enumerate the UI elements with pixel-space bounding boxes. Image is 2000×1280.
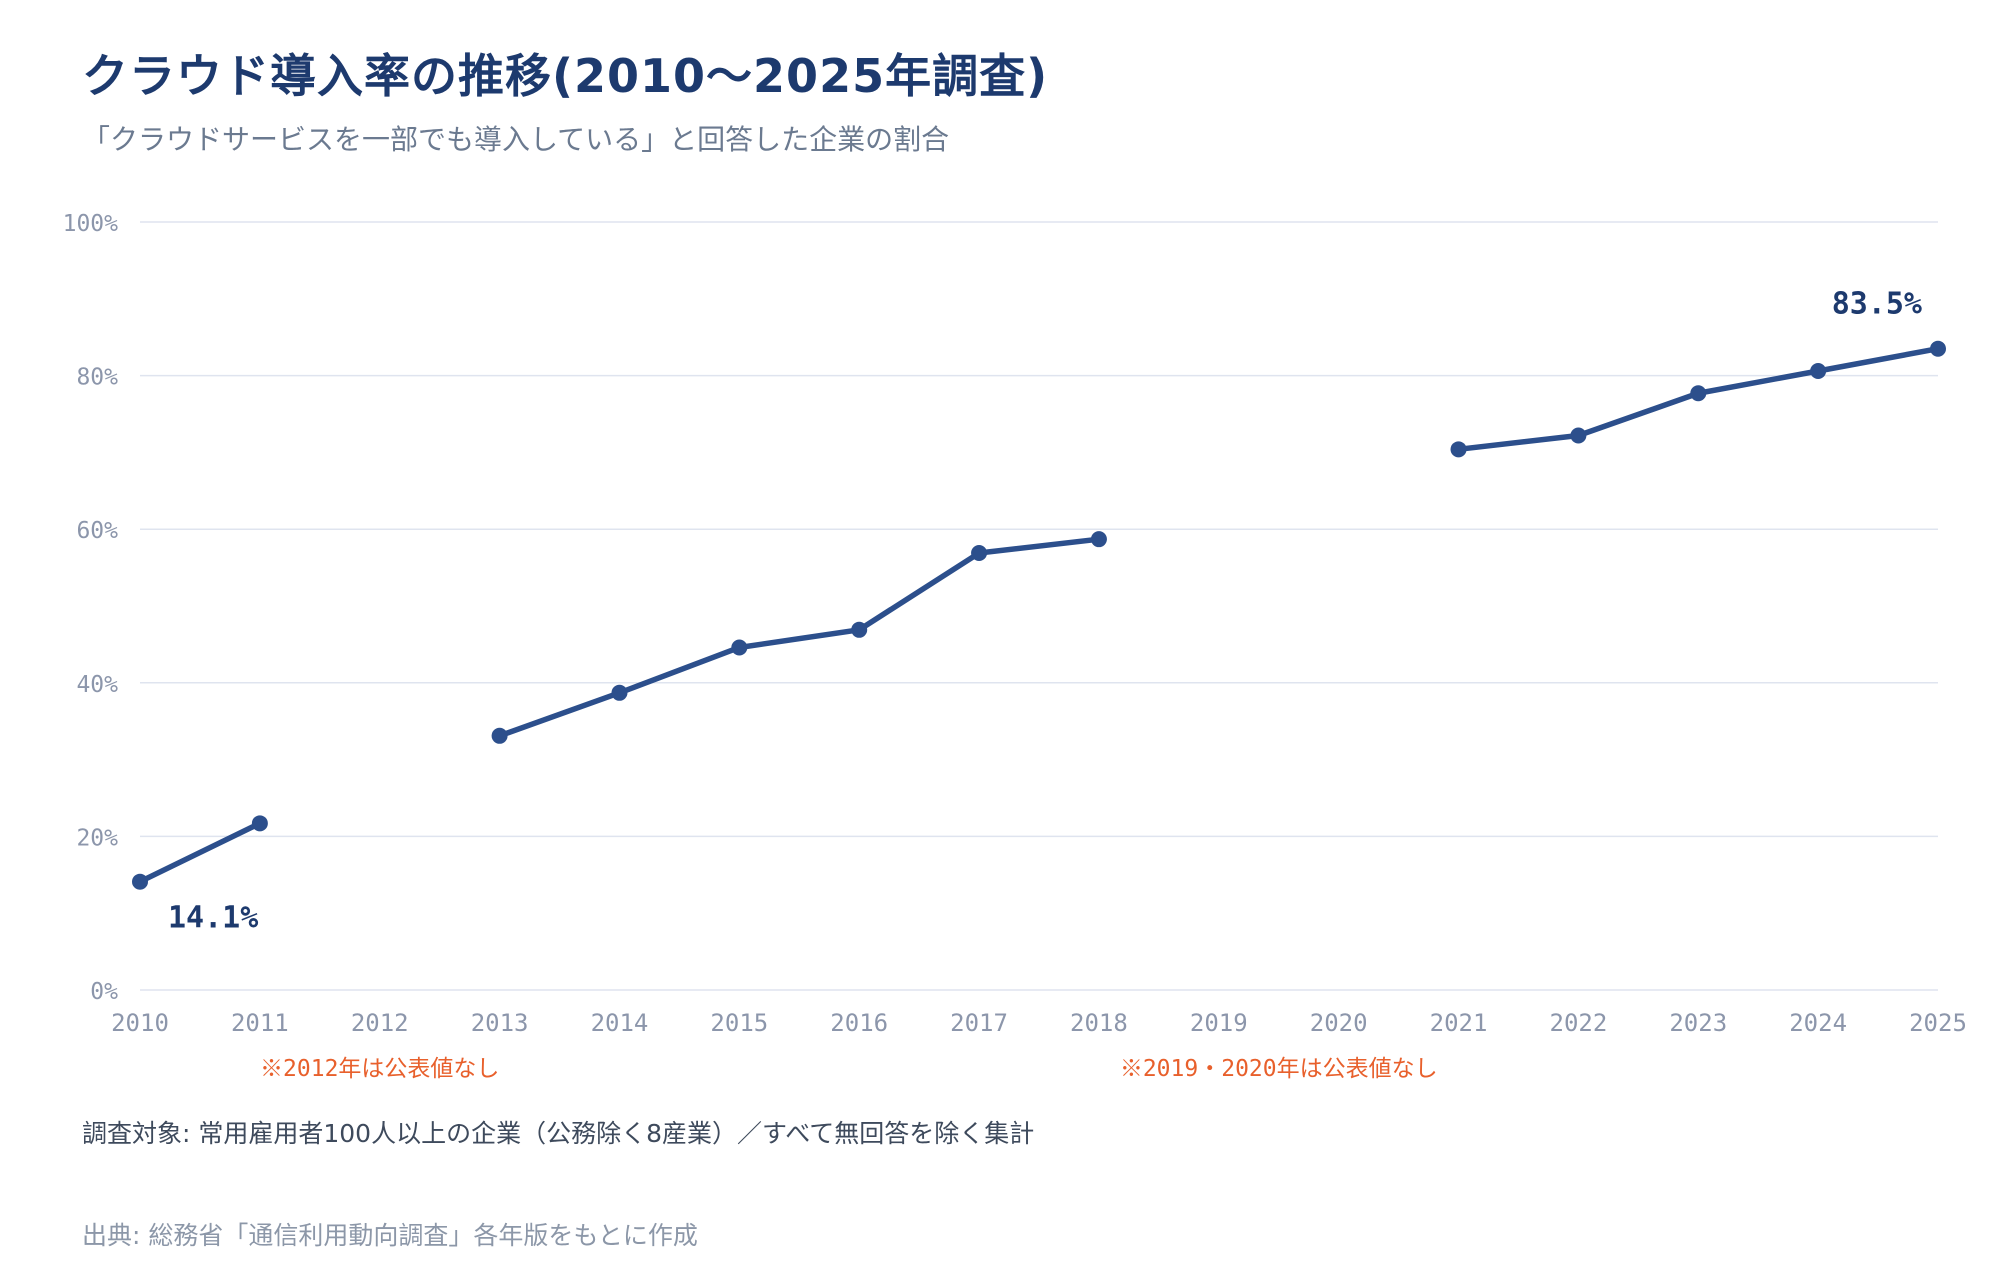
x-tick-label: 2019 [1190, 1009, 1248, 1037]
missing-data-note: ※2019・2020年は公表値なし [1120, 1056, 1438, 1082]
y-tick-label: 80% [76, 365, 118, 391]
chart-title: クラウド導入率の推移(2010〜2025年調査) [82, 49, 1049, 103]
data-labels: 14.1% 83.5% [168, 287, 1922, 936]
data-label: 14.1% [168, 901, 258, 936]
y-tick-label: 60% [76, 518, 118, 544]
data-point [251, 815, 268, 832]
gridlines [140, 221, 1938, 991]
annotations: ※2012年は公表値なし ※2019・2020年は公表値なし [260, 1056, 1438, 1082]
source-note: 出典: 総務省「通信利用動向調査」各年版をもとに作成 [82, 1221, 698, 1250]
data-point [1810, 362, 1827, 379]
data-point [611, 684, 628, 701]
series-lines [137, 345, 1941, 885]
line-chart: 0%20%40%60%80%100% 2010 2011 2012 2013 2014 2… [63, 211, 1967, 1082]
x-tick-label: 2010 [111, 1009, 169, 1037]
series-line-segment [496, 536, 1102, 739]
y-tick-label: 20% [76, 825, 118, 851]
x-tick-label: 2018 [1070, 1009, 1128, 1037]
y-tick-label: 0% [90, 979, 118, 1005]
data-point [731, 639, 748, 656]
y-axis-ticks: 0% 20% 40% 60% 80% 100% [63, 211, 119, 1005]
data-point [1570, 427, 1587, 444]
series-line-segment [137, 820, 263, 885]
data-point [1690, 385, 1707, 402]
y-tick-label: 40% [76, 672, 118, 698]
x-tick-label: 2024 [1789, 1009, 1847, 1037]
data-point [1930, 340, 1946, 357]
data-point [851, 621, 868, 638]
x-tick-label: 2020 [1310, 1009, 1368, 1037]
data-point [132, 873, 148, 890]
series-points [132, 340, 1946, 890]
x-tick-label: 2017 [950, 1009, 1008, 1037]
x-tick-label: 2015 [710, 1009, 768, 1037]
survey-target-note: 調査対象: 常用雇用者100人以上の企業（公務除く8産業）／すべて無回答を除く集… [82, 1119, 1035, 1148]
data-label: 83.5% [1832, 287, 1922, 322]
x-tick-label: 2016 [830, 1009, 888, 1037]
x-tick-label: 2012 [351, 1009, 409, 1037]
x-tick-label: 2014 [591, 1009, 649, 1037]
x-tick-label: 2022 [1550, 1009, 1608, 1037]
data-point [971, 545, 988, 562]
data-point [491, 727, 508, 744]
data-point [1090, 531, 1107, 548]
missing-data-note: ※2012年は公表値なし [260, 1056, 499, 1082]
x-tick-label: 2013 [471, 1009, 529, 1037]
x-tick-label: 2021 [1430, 1009, 1488, 1037]
x-tick-label: 2023 [1669, 1009, 1727, 1037]
x-tick-label: 2025 [1909, 1009, 1967, 1037]
data-point [1450, 441, 1467, 458]
chart-subtitle: 「クラウドサービスを一部でも導入している」と回答した企業の割合 [82, 123, 950, 156]
x-axis-ticks: 2010 2011 2012 2013 2014 2015 2016 2017 2018 2019… [111, 1009, 1967, 1037]
x-tick-label: 2011 [231, 1009, 289, 1037]
y-tick-label: 100% [63, 211, 119, 237]
